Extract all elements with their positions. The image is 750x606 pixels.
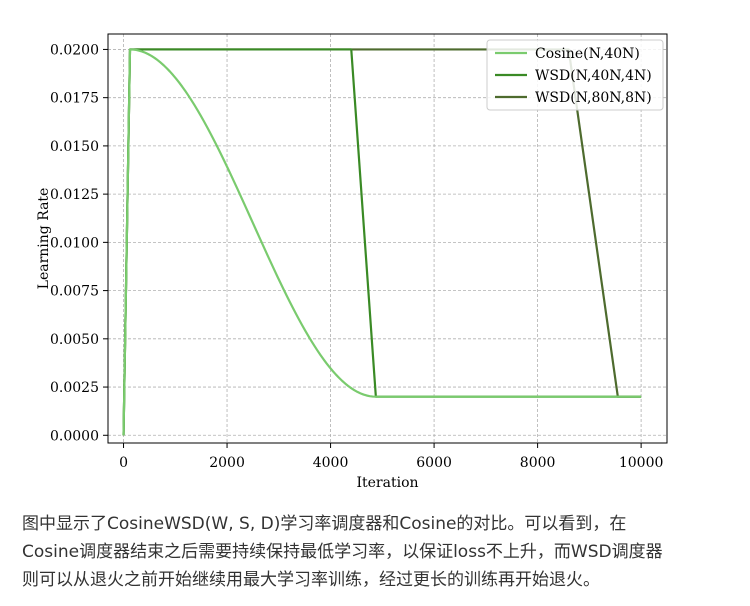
y-tick-label-6: 0.0150 xyxy=(50,139,99,155)
y-tick-label-2: 0.0050 xyxy=(50,332,99,348)
learning-rate-chart: 0 2000 4000 6000 8000 10000 0.0000 0.0025 0.0050… xyxy=(36,33,668,491)
legend-label-0: Cosine(N,40N) xyxy=(535,46,640,62)
x-tick-label-1: 2000 xyxy=(209,455,245,471)
y-tick-label-8: 0.0200 xyxy=(50,42,99,58)
y-axis-label: Learning Rate xyxy=(36,188,52,290)
y-tick-label-3: 0.0075 xyxy=(50,284,99,300)
y-tick-label-0: 0.0000 xyxy=(50,428,99,444)
y-tick-label-7: 0.0175 xyxy=(50,91,99,107)
legend-box xyxy=(486,39,664,111)
x-tick-label-0: 0 xyxy=(119,455,128,471)
caption: 图中显示了CosineWSD(W, S, D)学习率调度器和Cosine的对比。… xyxy=(22,510,737,594)
series-line-0 xyxy=(122,48,642,436)
x-tick-label-4: 8000 xyxy=(520,455,556,471)
caption-line-1: 图中显示了CosineWSD(W, S, D)学习率调度器和Cosine的对比。… xyxy=(22,514,627,534)
y-tick-label-1: 0.0025 xyxy=(50,380,99,396)
y-tick-label-4: 0.0100 xyxy=(50,235,99,251)
legend-label-2: WSD(N,80N,8N) xyxy=(535,90,652,106)
x-tick-label-2: 4000 xyxy=(313,455,349,471)
chart-svg: 0 2000 4000 6000 8000 10000 0.0000 0.0025 0.0050… xyxy=(36,33,668,491)
plot-frame xyxy=(107,33,668,444)
legend-label-1: WSD(N,40N,4N) xyxy=(535,68,652,84)
caption-line-3: 则可以从退火之前开始继续用最大学习率训练，经过更长的训练再开始退火。 xyxy=(22,570,600,590)
y-tick-label-5: 0.0125 xyxy=(50,187,99,203)
x-tick-label-5: 10000 xyxy=(619,455,664,471)
x-axis-label: Iteration xyxy=(356,475,418,491)
caption-line-2: Cosine调度器结束之后需要持续保持最低学习率，以保证loss不上升，而WSD… xyxy=(22,542,663,562)
x-tick-label-3: 6000 xyxy=(416,455,452,471)
